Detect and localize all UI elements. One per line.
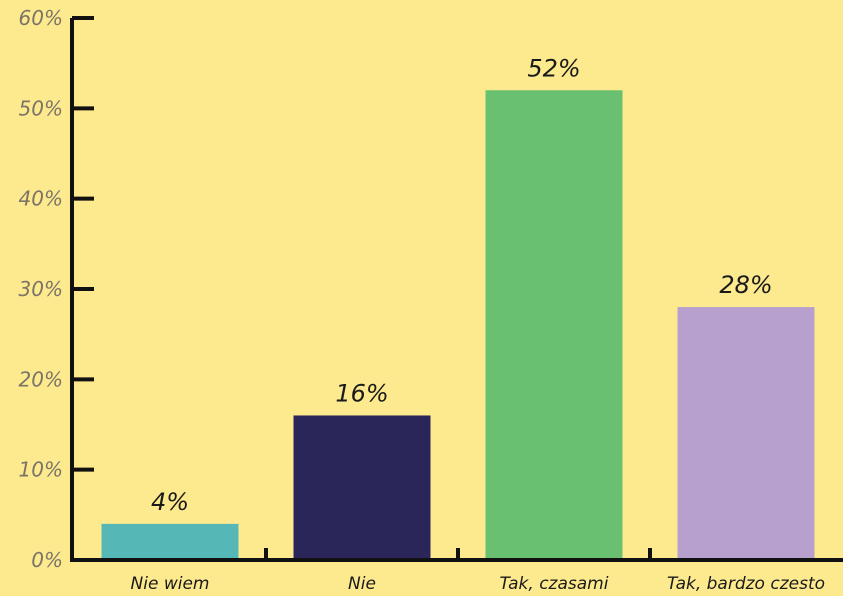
x-category-label: Tak, czasami — [500, 574, 609, 594]
bar — [293, 415, 431, 560]
axes — [70, 18, 843, 562]
y-tick-label: 50% — [19, 96, 63, 120]
y-tick-label: 60% — [19, 6, 63, 30]
data-label: 4% — [151, 488, 189, 516]
y-axis-ticks: 0% 10% 20% 30% 40% 50% 60% — [19, 6, 94, 572]
x-category-label: Nie — [348, 574, 376, 594]
y-tick-label: 0% — [31, 548, 63, 572]
y-tick-label: 20% — [19, 367, 63, 391]
y-tick-label: 10% — [19, 458, 63, 482]
x-category-label: Nie wiem — [131, 574, 210, 594]
bar — [677, 307, 815, 560]
data-label: 52% — [527, 54, 580, 82]
x-category-label: Tak, bardzo czesto — [667, 574, 825, 594]
data-label: 16% — [335, 379, 388, 407]
y-tick-label: 30% — [19, 277, 63, 301]
data-labels: 4% 16% 52% 28% — [151, 54, 773, 516]
bars — [101, 90, 815, 561]
data-label: 28% — [719, 271, 772, 299]
y-tick-label: 40% — [19, 187, 63, 211]
x-axis-labels: Nie wiem Nie Tak, czasami Tak, bardzo czest… — [131, 574, 826, 594]
bar — [101, 523, 239, 560]
bar — [485, 90, 623, 561]
